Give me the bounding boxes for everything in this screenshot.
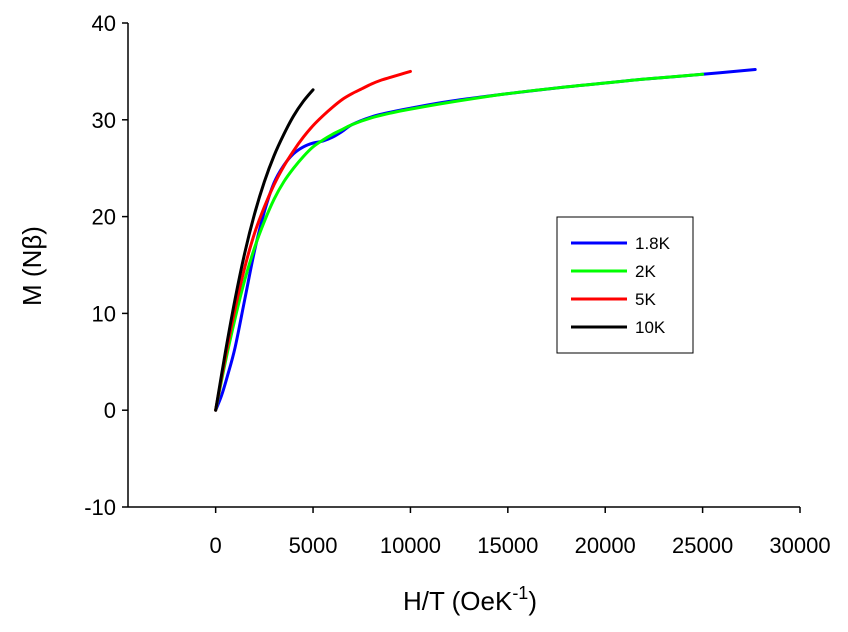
series-lines <box>214 67 757 412</box>
x-tick-label: 20000 <box>575 533 636 558</box>
series-line-2k <box>214 72 705 412</box>
y-tick-label: 30 <box>92 108 116 133</box>
x-ticks: 0 5000 10000 15000 20000 25000 30000 <box>210 507 831 558</box>
legend: 1.8K 2K 5K 10K <box>556 216 694 354</box>
y-tick-label: 0 <box>104 398 116 423</box>
x-tick-label: 25000 <box>672 533 733 558</box>
x-axis-label-superscript: -1 <box>512 583 528 603</box>
series-line-10k <box>214 88 315 412</box>
legend-label-1-8k: 1.8K <box>635 234 671 253</box>
legend-label-5k: 5K <box>635 290 656 309</box>
plot-area: -10 0 10 20 30 40 0 5000 10000 15000 20000 25000 30… <box>84 11 830 558</box>
legend-items: 1.8K 2K 5K 10K <box>571 234 671 337</box>
x-axis-label-suffix: ) <box>528 586 537 616</box>
x-tick-label: 10000 <box>380 533 441 558</box>
x-tick-label: 15000 <box>477 533 538 558</box>
y-tick-label: 10 <box>92 301 116 326</box>
y-axis-label: M (Nβ) <box>17 226 47 306</box>
y-tick-label: -10 <box>84 495 116 520</box>
x-tick-label: 30000 <box>769 533 830 558</box>
legend-label-2k: 2K <box>635 262 656 281</box>
x-axis-label: H/T (OeK-1) <box>403 583 537 616</box>
x-tick-label: 5000 <box>289 533 338 558</box>
series-line-5k <box>214 69 412 412</box>
x-tick-label: 0 <box>210 533 222 558</box>
legend-box <box>556 216 694 354</box>
legend-label-10k: 10K <box>635 318 666 337</box>
y-ticks: -10 0 10 20 30 40 <box>84 11 128 520</box>
y-tick-label: 40 <box>92 11 116 36</box>
y-tick-label: 20 <box>92 205 116 230</box>
